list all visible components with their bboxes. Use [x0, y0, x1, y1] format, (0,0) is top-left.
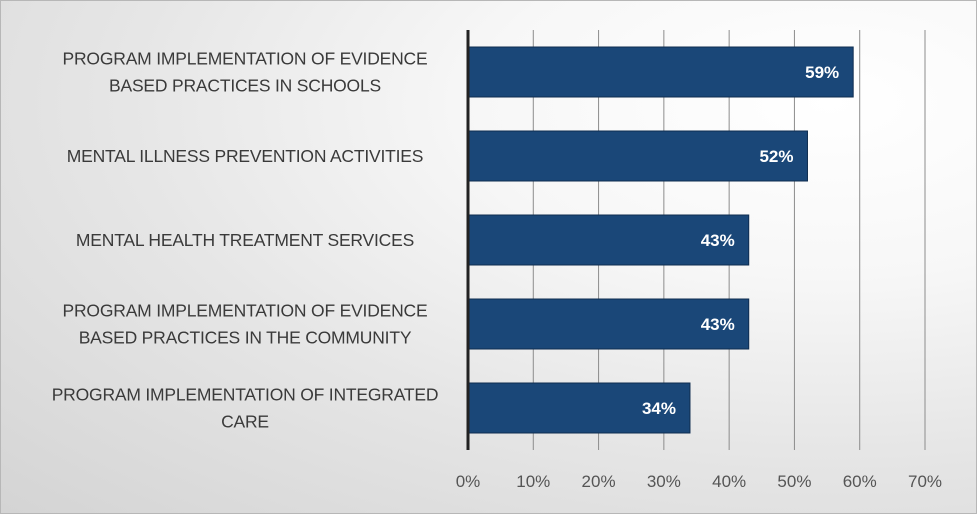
category-label-line: PROGRAM IMPLEMENTATION OF EVIDENCE — [63, 301, 428, 321]
bar — [467, 214, 750, 266]
x-tick-label: 60% — [843, 472, 877, 491]
category-label-line: PROGRAM IMPLEMENTATION OF EVIDENCE — [63, 49, 428, 69]
gridlines — [532, 30, 926, 450]
category-label: PROGRAM IMPLEMENTATION OF INTEGRATED CARE — [52, 385, 439, 432]
category-label-line: MENTAL HEALTH TREATMENT SERVICES — [76, 230, 414, 250]
x-tick-label: 0% — [456, 472, 481, 491]
bar-value-label: 59% — [805, 63, 839, 82]
x-tick-label: 40% — [712, 472, 746, 491]
category-label-line: BASED PRACTICES IN THE COMMUNITY — [79, 328, 412, 348]
bar — [467, 130, 808, 182]
bar-value-label: 34% — [642, 399, 676, 418]
category-label-line: PROGRAM IMPLEMENTATION OF INTEGRATED — [52, 385, 439, 405]
x-axis-tick-labels: 0% 10% 20% 30% 40% 50% 60% 70% — [456, 472, 942, 491]
category-label-line: BASED PRACTICES IN SCHOOLS — [109, 76, 381, 96]
x-tick-label: 70% — [908, 472, 942, 491]
bar — [467, 46, 854, 98]
category-label-line: CARE — [221, 412, 269, 432]
x-tick-label: 50% — [777, 472, 811, 491]
bar — [467, 298, 750, 350]
bar-value-label: 43% — [701, 315, 735, 334]
bar-value-label: 43% — [701, 231, 735, 250]
x-tick-label: 10% — [516, 472, 550, 491]
x-tick-label: 30% — [647, 472, 681, 491]
category-labels: PROGRAM IMPLEMENTATION OF EVIDENCE BASED … — [52, 49, 439, 432]
category-label: PROGRAM IMPLEMENTATION OF EVIDENCE BASED … — [63, 301, 428, 348]
bar-value-label: 52% — [759, 147, 793, 166]
category-label: PROGRAM IMPLEMENTATION OF EVIDENCE BASED … — [63, 49, 428, 96]
x-tick-label: 20% — [582, 472, 616, 491]
category-label: MENTAL ILLNESS PREVENTION ACTIVITIES — [67, 146, 424, 166]
category-label-line: MENTAL ILLNESS PREVENTION ACTIVITIES — [67, 146, 424, 166]
category-label: MENTAL HEALTH TREATMENT SERVICES — [76, 230, 414, 250]
bars: 59% 52% 43% 43% 34% — [467, 46, 854, 434]
